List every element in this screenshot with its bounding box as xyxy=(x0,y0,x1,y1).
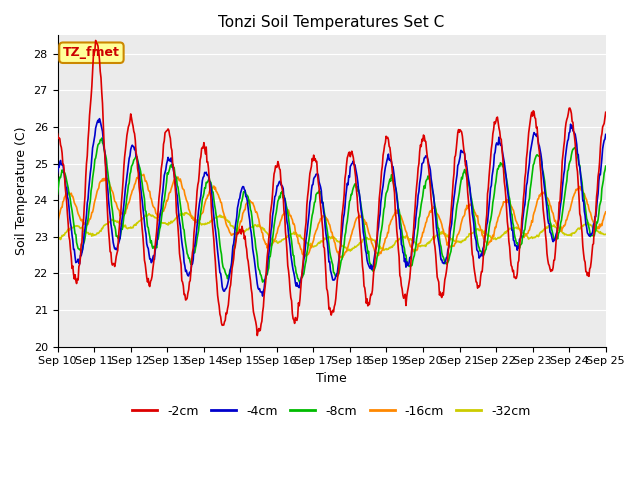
Title: Tonzi Soil Temperatures Set C: Tonzi Soil Temperatures Set C xyxy=(218,15,445,30)
Text: TZ_fmet: TZ_fmet xyxy=(63,46,120,59)
Y-axis label: Soil Temperature (C): Soil Temperature (C) xyxy=(15,127,28,255)
Legend: -2cm, -4cm, -8cm, -16cm, -32cm: -2cm, -4cm, -8cm, -16cm, -32cm xyxy=(127,400,536,423)
X-axis label: Time: Time xyxy=(316,372,347,385)
